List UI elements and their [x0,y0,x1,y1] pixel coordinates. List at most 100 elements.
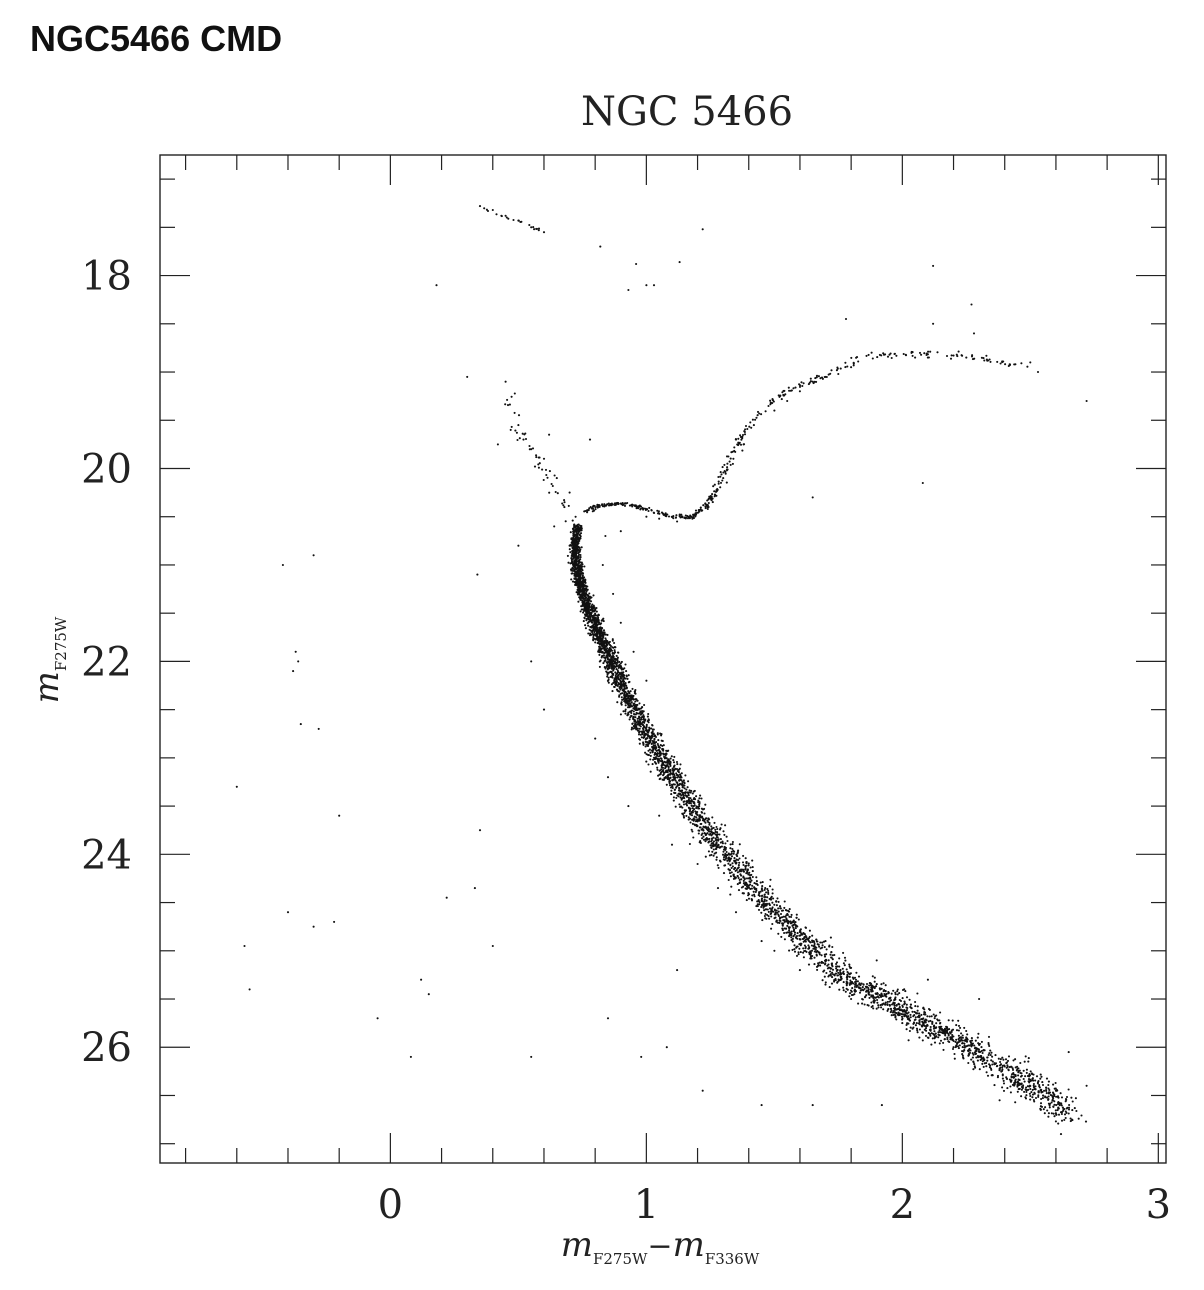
star-point [850,990,853,993]
star-point [775,900,778,903]
star-point [658,778,661,781]
star-point [683,784,686,787]
star-point [730,885,733,888]
star-point [674,791,677,795]
star-point [581,596,584,599]
star-point [585,587,588,590]
star-point [644,727,647,730]
star-point [759,890,762,893]
star-point [793,950,797,953]
star-point [635,505,638,508]
star-point [483,207,486,210]
star-point [729,875,732,878]
star-point [754,418,757,421]
star-point [1060,1111,1064,1114]
star-point [915,1022,918,1025]
star-point [639,707,643,710]
star-point [745,877,749,880]
star-point [742,870,745,873]
star-point [973,357,976,360]
star-point [594,607,597,611]
star-point [1017,1071,1020,1074]
star-point [675,786,678,789]
star-point [596,506,599,509]
star-point [657,761,660,764]
star-point [705,828,709,831]
star-point [777,914,780,918]
star-point [737,876,740,880]
star-point [802,940,805,943]
star-point [580,561,583,565]
star-point [603,644,606,647]
star-point [693,802,696,805]
star-point [639,508,642,511]
star-point [1012,1076,1015,1079]
star-point [938,1042,941,1045]
star-point [866,1003,869,1007]
star-point [582,611,585,614]
star-point [1059,1092,1062,1095]
star-point [637,505,640,508]
star-point [572,543,575,546]
star-point [1028,1074,1032,1077]
star-point [1014,1058,1017,1061]
star-point [932,264,935,267]
star-point [760,899,763,902]
y-tick-label: 18 [81,254,132,300]
star-point [1064,1110,1067,1113]
star-point [685,802,688,806]
star-point [653,511,656,515]
star-point [721,853,725,856]
star-point [577,560,580,563]
star-point [757,900,760,903]
star-point [691,792,694,795]
star-point [1047,1091,1051,1094]
star-point [616,502,619,505]
star-point [570,578,573,581]
star-point [660,739,663,742]
star-point [698,805,701,808]
star-point [638,715,641,718]
star-point [773,908,776,911]
star-point [673,778,676,781]
star-point [816,940,819,943]
star-point [760,911,763,914]
star-point [687,806,690,809]
star-point [661,769,664,772]
star-point [998,1099,1001,1102]
star-point [637,729,640,732]
star-point [912,1021,916,1024]
star-point [616,656,619,659]
star-point [811,1104,814,1107]
star-point [672,761,676,764]
star-point [678,803,681,806]
star-point [926,356,929,359]
star-point [845,968,848,971]
star-point [691,809,695,812]
star-point [704,834,707,837]
star-point [697,799,700,802]
star-point [798,947,801,950]
star-point [1016,1065,1019,1068]
star-point [975,1049,978,1052]
star-point [937,1036,940,1039]
star-point [756,903,759,906]
star-point [985,354,988,357]
star-point [787,386,790,389]
star-point [939,1021,942,1024]
star-point [850,366,853,369]
star-point [789,920,792,923]
star-point [712,836,715,839]
star-point [702,838,706,841]
star-point [579,532,583,535]
star-point [572,532,575,535]
star-point [815,946,818,949]
star-point [846,978,849,981]
star-point [686,791,689,794]
star-point [721,466,724,469]
star-point [715,825,718,829]
star-point [831,976,834,979]
star-point [591,619,594,622]
star-point [617,682,620,685]
star-point [580,524,583,528]
